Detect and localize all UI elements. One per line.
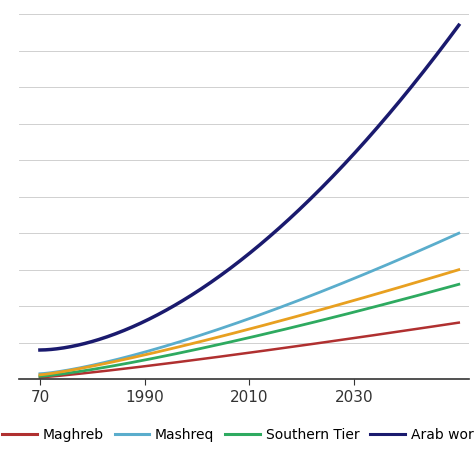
- Arab world: [417, 73, 422, 79]
- GCC: [37, 372, 43, 378]
- Maghreb: [293, 343, 299, 349]
- Arab world: [456, 22, 462, 28]
- Mashreq: [417, 248, 422, 254]
- Maghreb: [37, 374, 43, 380]
- Southern Tier: [456, 282, 462, 287]
- Line: GCC: GCC: [40, 270, 459, 375]
- Legend: Maghreb, Mashreq, Southern Tier, Arab world: Maghreb, Mashreq, Southern Tier, Arab wo…: [0, 423, 474, 448]
- Southern Tier: [390, 299, 396, 305]
- GCC: [456, 267, 462, 273]
- Arab world: [38, 347, 44, 353]
- Maghreb: [456, 320, 462, 326]
- Southern Tier: [37, 374, 43, 379]
- Arab world: [293, 210, 299, 215]
- Maghreb: [285, 345, 291, 350]
- Maghreb: [390, 329, 396, 335]
- Mashreq: [37, 371, 43, 376]
- Mashreq: [286, 301, 292, 307]
- Maghreb: [417, 326, 422, 331]
- Mashreq: [38, 371, 44, 376]
- Arab world: [37, 347, 43, 353]
- Arab world: [286, 216, 292, 222]
- Mashreq: [456, 230, 462, 236]
- GCC: [38, 372, 44, 378]
- Line: Maghreb: Maghreb: [40, 323, 459, 377]
- Southern Tier: [286, 325, 292, 331]
- Maghreb: [286, 345, 292, 350]
- Southern Tier: [38, 374, 44, 379]
- Line: Mashreq: Mashreq: [40, 233, 459, 374]
- Southern Tier: [293, 324, 299, 329]
- Mashreq: [390, 259, 396, 265]
- Southern Tier: [417, 292, 422, 298]
- Arab world: [390, 106, 396, 112]
- Line: Southern Tier: Southern Tier: [40, 284, 459, 376]
- GCC: [293, 314, 299, 319]
- Southern Tier: [285, 326, 291, 331]
- GCC: [390, 286, 396, 292]
- GCC: [417, 279, 422, 284]
- GCC: [286, 316, 292, 321]
- Arab world: [285, 218, 291, 223]
- GCC: [285, 316, 291, 322]
- Maghreb: [38, 374, 44, 380]
- Line: Arab world: Arab world: [40, 25, 459, 350]
- Mashreq: [285, 301, 291, 307]
- Mashreq: [293, 299, 299, 304]
